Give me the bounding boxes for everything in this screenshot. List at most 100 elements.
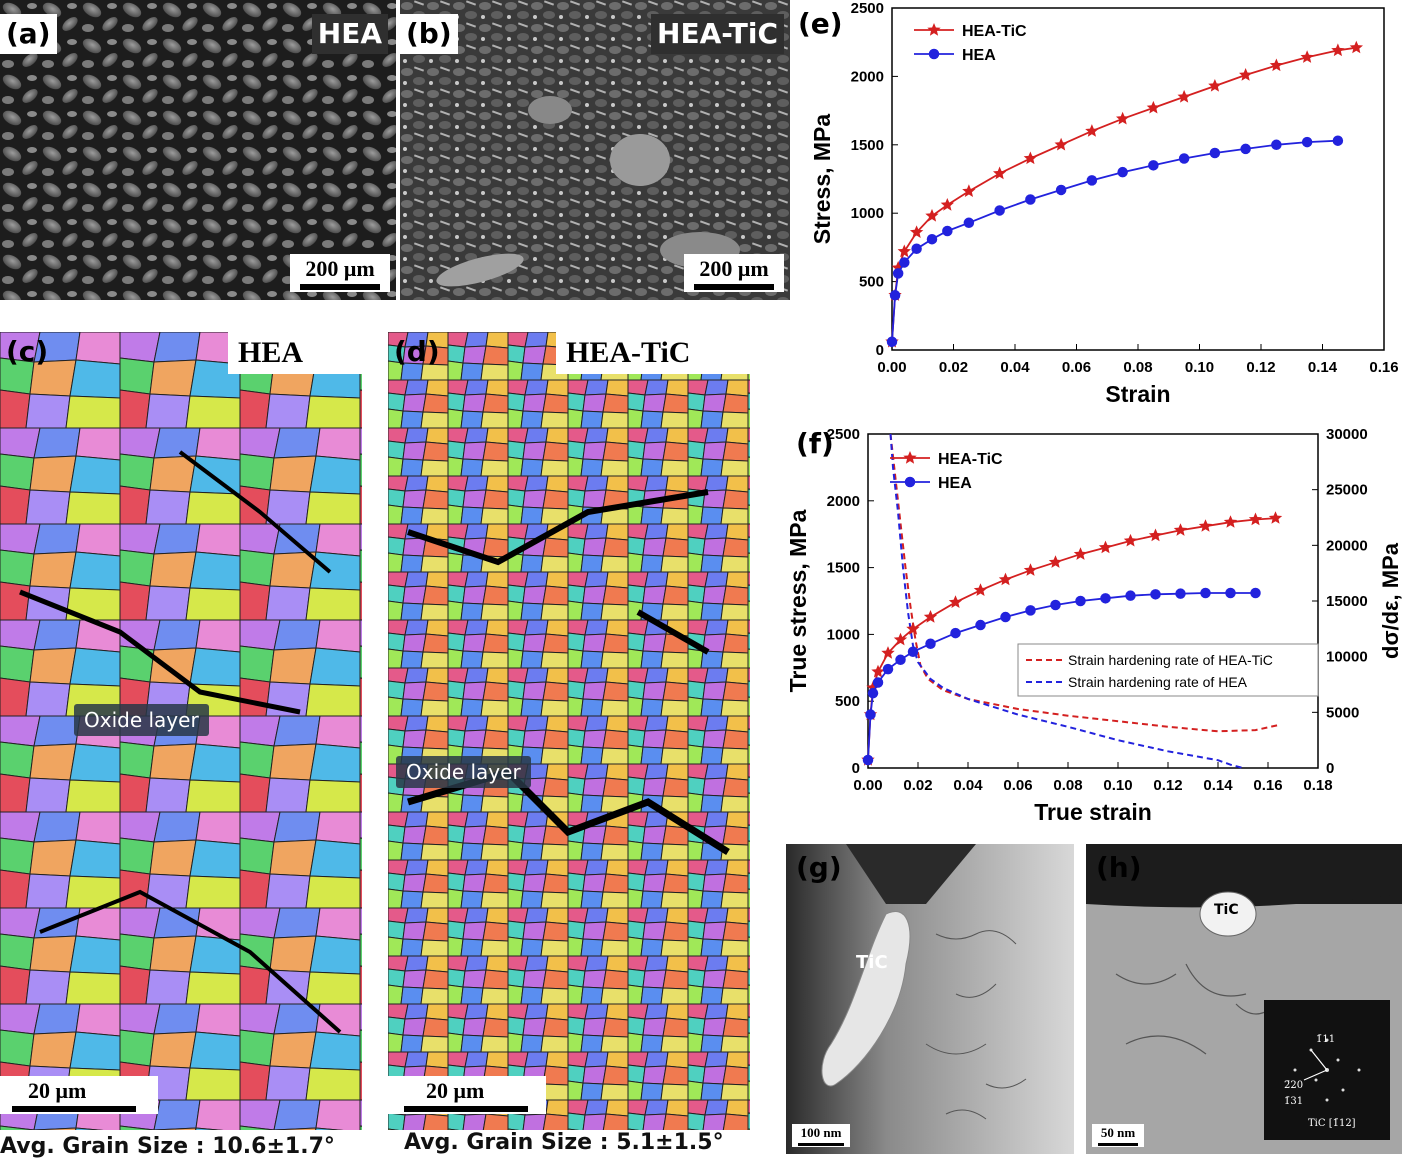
legend-label: HEA xyxy=(962,47,996,64)
panel-h-tag: (h) xyxy=(1096,851,1142,884)
data-point xyxy=(1123,533,1138,547)
data-point xyxy=(882,663,894,675)
panel-b-sem-hea-tic: (b) HEA-TiC 200 μm xyxy=(400,0,790,300)
data-point xyxy=(1225,587,1236,599)
panel-e-tag: (e) xyxy=(798,7,843,40)
data-point xyxy=(1125,590,1136,601)
data-point xyxy=(1025,605,1036,616)
series-line-rate xyxy=(889,433,1244,769)
legend-marker xyxy=(927,23,941,36)
data-point xyxy=(1301,136,1313,148)
panel-f-chart: (f) 0.00 0.02 0.04 0.06 0.08 0.10 0.12 0.14 0.16… xyxy=(760,420,1412,840)
data-point xyxy=(1146,100,1160,114)
tem-image-h xyxy=(1086,844,1402,1154)
data-point xyxy=(1349,40,1363,54)
data-point xyxy=(1331,43,1345,57)
x-tick-label: 0.08 xyxy=(1123,359,1152,376)
y-tick-label: 1000 xyxy=(827,626,860,643)
y-tick-label: 500 xyxy=(835,693,860,710)
saed-zone-axis: TiC [1̄12] xyxy=(1308,1118,1356,1129)
panel-a-scale-text: 200 μm xyxy=(305,256,375,281)
panel-g-tem: (g) TiC 100 nm xyxy=(786,844,1074,1154)
panel-c-scalebar: 20 μm xyxy=(0,1076,158,1114)
panel-b-scalebar: 200 μm xyxy=(684,254,784,292)
panel-d-caption: Avg. Grain Size : 5.1±1.5° xyxy=(404,1130,724,1155)
data-point xyxy=(925,208,939,222)
panel-c-tag: (c) xyxy=(6,335,49,368)
rate-legend-label: Strain hardening rate of HEA-TiC xyxy=(1068,652,1273,668)
x-tick-label: 0.02 xyxy=(903,777,932,794)
data-point xyxy=(1300,50,1314,63)
y2-tick-label: 30000 xyxy=(1326,426,1368,443)
y2-tick-label: 0 xyxy=(1326,760,1334,777)
data-point xyxy=(1250,587,1261,599)
data-point xyxy=(865,709,876,720)
y-tick-label: 500 xyxy=(859,274,884,291)
data-point xyxy=(975,619,986,631)
y-tick-label: 1500 xyxy=(851,137,884,154)
legend-marker xyxy=(928,48,940,60)
panel-g-scale-text: 100 nm xyxy=(800,1125,842,1140)
x-axis-label: True strain xyxy=(1034,799,1152,825)
data-point xyxy=(1209,147,1221,159)
y2-tick-label: 25000 xyxy=(1326,482,1368,499)
saed-label-1: 1̄11 xyxy=(1316,1034,1336,1045)
x-tick-label: 0.04 xyxy=(953,777,983,794)
legend-marker xyxy=(904,476,916,488)
data-point xyxy=(1050,599,1061,611)
y-tick-label: 2000 xyxy=(851,68,884,85)
data-point xyxy=(1223,515,1238,528)
x-tick-label: 0.08 xyxy=(1053,777,1082,794)
x-tick-label: 0.00 xyxy=(853,777,882,794)
panel-g-tag: (g) xyxy=(796,851,842,884)
legend-marker xyxy=(903,451,917,464)
data-point xyxy=(886,336,898,348)
data-point xyxy=(1148,160,1159,171)
x-tick-label: 0.16 xyxy=(1369,359,1398,376)
x-tick-label: 0.18 xyxy=(1303,777,1332,794)
data-point xyxy=(1239,68,1253,81)
data-point xyxy=(1208,79,1222,92)
data-point xyxy=(1023,151,1037,165)
x-tick-label: 0.10 xyxy=(1103,777,1132,794)
x-tick-label: 0.16 xyxy=(1253,777,1282,794)
tem-image-g xyxy=(786,844,1074,1154)
data-point xyxy=(1332,135,1344,146)
series-line-rate xyxy=(889,433,1281,733)
data-point xyxy=(1150,589,1161,600)
panel-h-scale-text: 50 nm xyxy=(1100,1125,1136,1140)
data-point xyxy=(862,754,874,766)
panel-g-scale-line xyxy=(798,1143,844,1146)
data-point xyxy=(1055,184,1067,196)
data-point xyxy=(1173,523,1188,536)
data-point xyxy=(1100,593,1111,604)
data-point xyxy=(1175,588,1186,599)
y2-tick-label: 15000 xyxy=(1326,593,1368,610)
y-tick-label: 0 xyxy=(852,760,860,777)
x-tick-label: 0.10 xyxy=(1185,359,1214,376)
data-point xyxy=(1000,611,1011,623)
rate-legend-label: Strain hardening rate of HEA xyxy=(1068,674,1248,690)
data-point xyxy=(907,646,919,658)
data-point xyxy=(994,205,1005,216)
data-point xyxy=(1117,166,1128,178)
data-point xyxy=(1200,587,1211,599)
panel-h-scalebar: 50 nm xyxy=(1092,1124,1144,1147)
y2-axis-label: dσ/dε, MPa xyxy=(1378,542,1403,659)
panel-b-label: HEA-TiC xyxy=(651,14,784,54)
panel-a-sem-hea: (a) HEA 200 μm xyxy=(0,0,396,300)
stress-strain-chart: 0.00 0.02 0.04 0.06 0.08 0.10 0.12 0.14 0.16 0 500… xyxy=(809,0,1399,407)
y-tick-label: 2500 xyxy=(827,426,860,443)
data-point xyxy=(909,225,924,238)
panel-d-scalebar: 20 μm xyxy=(388,1076,546,1114)
data-point xyxy=(1075,595,1086,607)
x-tick-label: 0.12 xyxy=(1153,777,1182,794)
panel-e-chart: (e) 0.00 0.02 0.04 0.06 0.08 0.10 0.12 0.14 0.16… xyxy=(790,0,1412,420)
panel-b-scale-text: 200 μm xyxy=(699,256,769,281)
data-point xyxy=(1073,547,1088,560)
x-tick-label: 0.00 xyxy=(877,359,906,376)
data-point xyxy=(911,243,922,255)
data-point xyxy=(881,646,895,659)
data-point xyxy=(1148,528,1163,542)
panel-f-tag: (f) xyxy=(796,427,834,460)
